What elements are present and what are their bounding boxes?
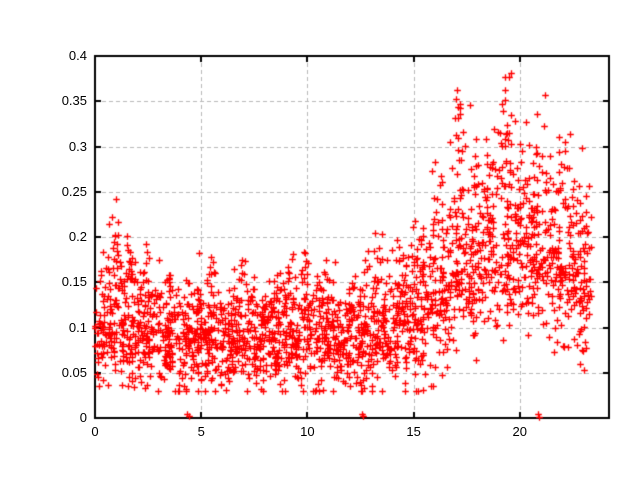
y-tick-label: 0.35 (61, 93, 87, 109)
x-tick-label: 15 (406, 424, 421, 439)
y-tick-label: 0.25 (61, 183, 87, 199)
y-tick-label: 0.05 (61, 364, 87, 380)
y-tick-label: 0 (79, 410, 87, 425)
x-tick-label: 5 (197, 424, 205, 439)
x-tick-label: 10 (300, 424, 315, 439)
y-tick-label: 0.15 (61, 274, 87, 290)
x-tick-label: 20 (512, 424, 528, 439)
y-tick-label: 0.2 (68, 229, 87, 244)
y-tick-label: 0.3 (68, 138, 87, 154)
y-tick-label: 0.1 (68, 319, 87, 335)
y-tick-label: 0.4 (68, 48, 87, 63)
x-tick-label: 0 (91, 424, 99, 439)
